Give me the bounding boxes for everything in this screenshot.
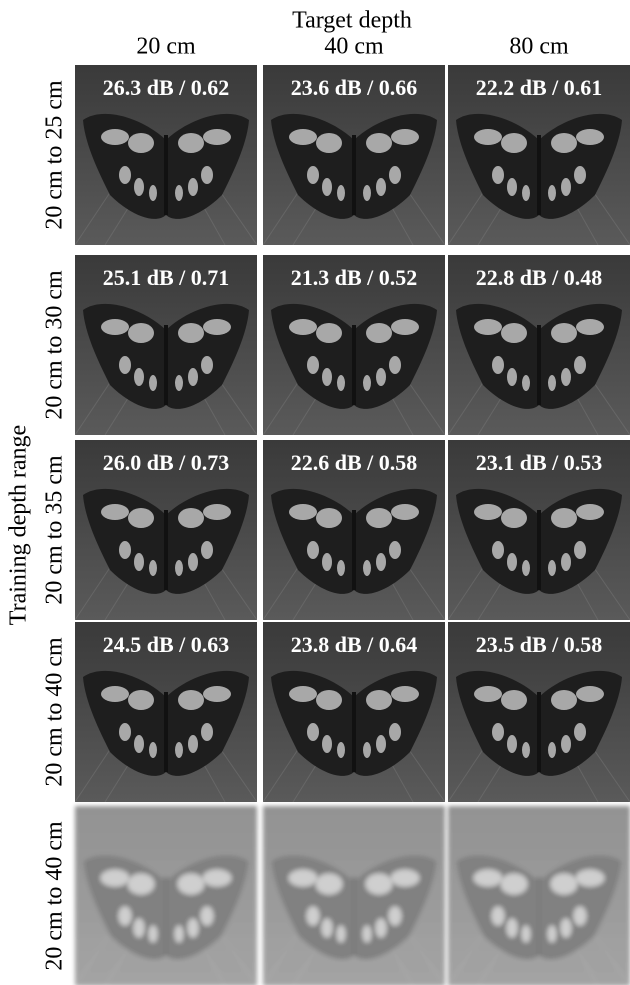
metric-label: 23.8 dB / 0.64	[291, 632, 418, 657]
row-label: 20 cm to 40 cm	[42, 821, 68, 971]
metric-label: 22.8 dB / 0.48	[476, 265, 603, 290]
butterfly-image	[75, 806, 257, 985]
column-label: 20 cm	[136, 34, 196, 60]
column-label: 80 cm	[509, 34, 569, 60]
metric-label: 21.3 dB / 0.52	[291, 265, 418, 290]
metric-label: 22.6 dB / 0.58	[291, 450, 418, 475]
row-label: 20 cm to 35 cm	[42, 455, 68, 605]
metric-label: 23.5 dB / 0.58	[476, 632, 603, 657]
column-label: 40 cm	[324, 34, 384, 60]
metric-label: 22.2 dB / 0.61	[476, 75, 603, 100]
row-label: 20 cm to 30 cm	[42, 270, 68, 420]
row-label: 20 cm to 25 cm	[42, 80, 68, 230]
metric-label: 23.6 dB / 0.66	[291, 75, 418, 100]
metric-label: 26.3 dB / 0.62	[103, 75, 230, 100]
metric-label: 26.0 dB / 0.73	[103, 450, 230, 475]
metric-label: 25.1 dB / 0.71	[103, 265, 230, 290]
row-label: 20 cm to 40 cm	[42, 637, 68, 787]
butterfly-image	[448, 806, 630, 985]
metric-label: 23.1 dB / 0.53	[476, 450, 603, 475]
header-title: Target depth	[292, 8, 412, 34]
butterfly-image	[263, 806, 445, 985]
metric-label: 24.5 dB / 0.63	[103, 632, 230, 657]
side-label: Training depth range	[6, 425, 32, 625]
